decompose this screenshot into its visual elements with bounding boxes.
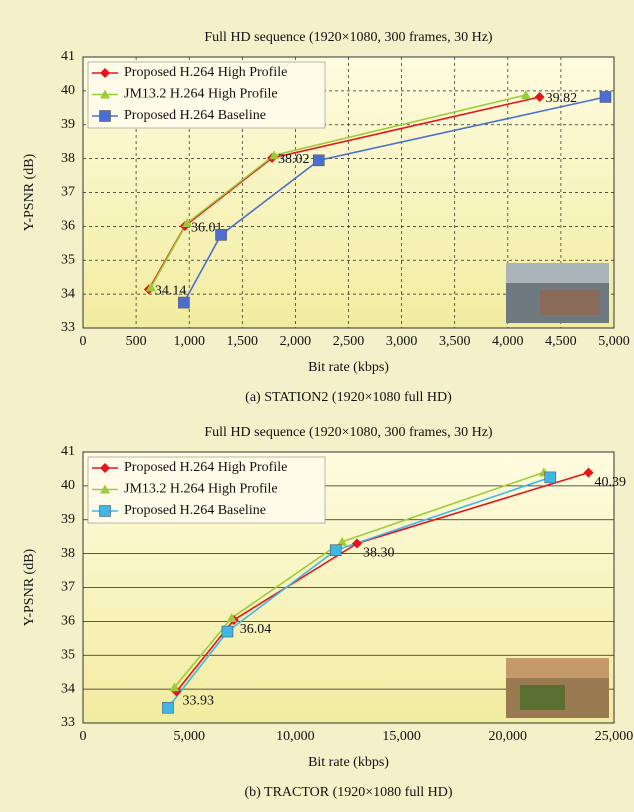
- x-tick-label: 3,500: [439, 334, 471, 349]
- figure: Full HD sequence (1920×1080, 300 frames,…: [0, 0, 634, 812]
- data-label: 33.93: [182, 694, 214, 709]
- marker: [330, 545, 341, 556]
- data-label: 38.30: [363, 546, 395, 561]
- marker: [313, 155, 324, 166]
- legend-label: Proposed H.264 Baseline: [124, 108, 266, 123]
- y-tick-label: 41: [61, 49, 75, 64]
- x-tick-label: 25,000: [595, 729, 634, 744]
- data-label: 39.82: [546, 91, 578, 106]
- y-tick-label: 35: [61, 252, 75, 267]
- thumbnail-detail: [506, 263, 609, 283]
- marker: [222, 626, 233, 637]
- caption: (b) TRACTOR (1920×1080 full HD): [244, 785, 452, 800]
- thumbnail-detail: [506, 658, 609, 678]
- y-tick-label: 40: [61, 478, 75, 493]
- x-tick-label: 15,000: [382, 729, 421, 744]
- chart-title: Full HD sequence (1920×1080, 300 frames,…: [204, 30, 493, 45]
- legend-label: JM13.2 H.264 High Profile: [124, 87, 278, 102]
- y-tick-label: 38: [61, 151, 75, 166]
- x-tick-label: 3,000: [386, 334, 418, 349]
- thumbnail: [506, 658, 609, 718]
- x-tick-label: 4,500: [545, 334, 577, 349]
- y-tick-label: 34: [61, 681, 75, 696]
- x-tick-label: 2,000: [280, 334, 312, 349]
- x-tick-label: 5,000: [173, 729, 205, 744]
- marker: [600, 91, 611, 102]
- thumbnail-detail: [540, 290, 600, 315]
- x-tick-label: 0: [80, 334, 87, 349]
- y-tick-label: 33: [61, 320, 75, 335]
- y-tick-label: 33: [61, 715, 75, 730]
- y-tick-label: 37: [61, 185, 75, 200]
- marker: [216, 229, 227, 240]
- thumbnail-detail: [520, 685, 565, 710]
- legend-label: Proposed H.264 High Profile: [124, 65, 287, 80]
- legend-label: Proposed H.264 Baseline: [124, 503, 266, 518]
- y-axis-label: Y-PSNR (dB): [22, 548, 37, 626]
- x-tick-label: 2,500: [333, 334, 365, 349]
- x-tick-label: 0: [80, 729, 87, 744]
- x-tick-label: 10,000: [276, 729, 315, 744]
- x-tick-label: 1,500: [227, 334, 259, 349]
- y-tick-label: 36: [61, 219, 75, 234]
- legend-marker: [100, 506, 111, 517]
- y-tick-label: 35: [61, 647, 75, 662]
- y-tick-label: 40: [61, 83, 75, 98]
- x-tick-label: 5,000: [598, 334, 630, 349]
- x-tick-label: 20,000: [489, 729, 528, 744]
- chart-title: Full HD sequence (1920×1080, 300 frames,…: [204, 425, 493, 440]
- y-tick-label: 36: [61, 614, 75, 629]
- marker: [162, 702, 173, 713]
- x-axis-label: Bit rate (kbps): [308, 360, 389, 375]
- marker: [178, 297, 189, 308]
- x-tick-label: 500: [126, 334, 147, 349]
- data-label: 36.04: [240, 622, 272, 637]
- y-tick-label: 34: [61, 286, 75, 301]
- y-axis-label: Y-PSNR (dB): [22, 153, 37, 231]
- y-tick-label: 41: [61, 444, 75, 459]
- legend-marker: [100, 111, 111, 122]
- thumbnail: [506, 263, 609, 323]
- marker: [545, 472, 556, 483]
- legend-label: Proposed H.264 High Profile: [124, 460, 287, 475]
- data-label: 38.02: [278, 152, 310, 167]
- y-tick-label: 38: [61, 546, 75, 561]
- y-tick-label: 39: [61, 512, 75, 527]
- data-label: 34.14: [155, 284, 187, 299]
- data-label: 40.39: [595, 475, 627, 490]
- legend-label: JM13.2 H.264 High Profile: [124, 482, 278, 497]
- x-tick-label: 4,000: [492, 334, 524, 349]
- y-tick-label: 37: [61, 580, 75, 595]
- y-tick-label: 39: [61, 117, 75, 132]
- x-tick-label: 1,000: [173, 334, 205, 349]
- caption: (a) STATION2 (1920×1080 full HD): [245, 390, 452, 405]
- x-axis-label: Bit rate (kbps): [308, 755, 389, 770]
